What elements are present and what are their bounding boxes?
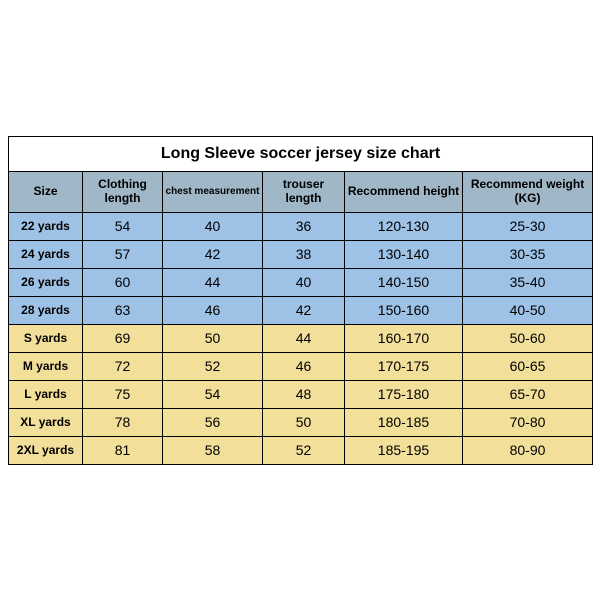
- chart-title: Long Sleeve soccer jersey size chart: [9, 136, 593, 171]
- data-cell: 80-90: [463, 436, 593, 464]
- chart-title-text: Long Sleeve soccer jersey size chart: [161, 145, 440, 162]
- column-header: Recommend weight (KG): [463, 171, 593, 212]
- page-wrapper: Long Sleeve soccer jersey size chart Siz…: [0, 0, 600, 600]
- data-cell: 50: [263, 408, 345, 436]
- data-cell: 50-60: [463, 324, 593, 352]
- column-header-label: Size: [9, 185, 82, 199]
- data-cell: 72: [83, 352, 163, 380]
- data-cell: 42: [263, 296, 345, 324]
- data-cell: 81: [83, 436, 163, 464]
- data-cell: 63: [83, 296, 163, 324]
- data-cell: 57: [83, 240, 163, 268]
- data-cell: 40: [263, 268, 345, 296]
- column-header-label: Recommend height: [345, 185, 462, 199]
- data-cell: 69: [83, 324, 163, 352]
- column-header-label: Recommend weight (KG): [463, 178, 592, 206]
- size-cell: XL yards: [9, 408, 83, 436]
- column-header: trouser length: [263, 171, 345, 212]
- size-cell: 26 yards: [9, 268, 83, 296]
- size-cell: S yards: [9, 324, 83, 352]
- data-cell: 35-40: [463, 268, 593, 296]
- data-cell: 40-50: [463, 296, 593, 324]
- data-cell: 52: [163, 352, 263, 380]
- column-header: Clothing length: [83, 171, 163, 212]
- data-cell: 60: [83, 268, 163, 296]
- data-cell: 58: [163, 436, 263, 464]
- table-row: 24 yards574238130-14030-35: [9, 240, 593, 268]
- size-cell: 2XL yards: [9, 436, 83, 464]
- table-head: Long Sleeve soccer jersey size chart Siz…: [9, 136, 593, 212]
- data-cell: 65-70: [463, 380, 593, 408]
- data-cell: 175-180: [345, 380, 463, 408]
- size-cell: 28 yards: [9, 296, 83, 324]
- column-header-label: trouser length: [263, 178, 344, 206]
- data-cell: 120-130: [345, 212, 463, 240]
- column-header: Size: [9, 171, 83, 212]
- table-row: 2XL yards815852185-19580-90: [9, 436, 593, 464]
- size-cell: L yards: [9, 380, 83, 408]
- data-cell: 60-65: [463, 352, 593, 380]
- data-cell: 185-195: [345, 436, 463, 464]
- table-body: 22 yards544036120-13025-3024 yards574238…: [9, 212, 593, 464]
- data-cell: 48: [263, 380, 345, 408]
- data-cell: 50: [163, 324, 263, 352]
- data-cell: 46: [263, 352, 345, 380]
- data-cell: 170-175: [345, 352, 463, 380]
- data-cell: 160-170: [345, 324, 463, 352]
- data-cell: 44: [163, 268, 263, 296]
- data-cell: 25-30: [463, 212, 593, 240]
- table-row: 28 yards634642150-16040-50: [9, 296, 593, 324]
- size-cell: 22 yards: [9, 212, 83, 240]
- data-cell: 130-140: [345, 240, 463, 268]
- data-cell: 46: [163, 296, 263, 324]
- table-row: S yards695044160-17050-60: [9, 324, 593, 352]
- data-cell: 40: [163, 212, 263, 240]
- data-cell: 30-35: [463, 240, 593, 268]
- data-cell: 52: [263, 436, 345, 464]
- data-cell: 36: [263, 212, 345, 240]
- data-cell: 150-160: [345, 296, 463, 324]
- size-cell: 24 yards: [9, 240, 83, 268]
- data-cell: 75: [83, 380, 163, 408]
- column-header: Recommend height: [345, 171, 463, 212]
- column-header-label: Clothing length: [83, 178, 162, 206]
- title-row: Long Sleeve soccer jersey size chart: [9, 136, 593, 171]
- size-cell: M yards: [9, 352, 83, 380]
- data-cell: 54: [163, 380, 263, 408]
- data-cell: 38: [263, 240, 345, 268]
- data-cell: 78: [83, 408, 163, 436]
- data-cell: 180-185: [345, 408, 463, 436]
- data-cell: 54: [83, 212, 163, 240]
- table-row: M yards725246170-17560-65: [9, 352, 593, 380]
- column-header: chest measurement: [163, 171, 263, 212]
- table-row: L yards755448175-18065-70: [9, 380, 593, 408]
- header-row: SizeClothing lengthchest measurementtrou…: [9, 171, 593, 212]
- data-cell: 42: [163, 240, 263, 268]
- size-chart-table: Long Sleeve soccer jersey size chart Siz…: [8, 136, 593, 465]
- data-cell: 56: [163, 408, 263, 436]
- data-cell: 140-150: [345, 268, 463, 296]
- data-cell: 70-80: [463, 408, 593, 436]
- table-row: 26 yards604440140-15035-40: [9, 268, 593, 296]
- column-header-label: chest measurement: [163, 186, 262, 198]
- table-row: 22 yards544036120-13025-30: [9, 212, 593, 240]
- table-row: XL yards785650180-18570-80: [9, 408, 593, 436]
- data-cell: 44: [263, 324, 345, 352]
